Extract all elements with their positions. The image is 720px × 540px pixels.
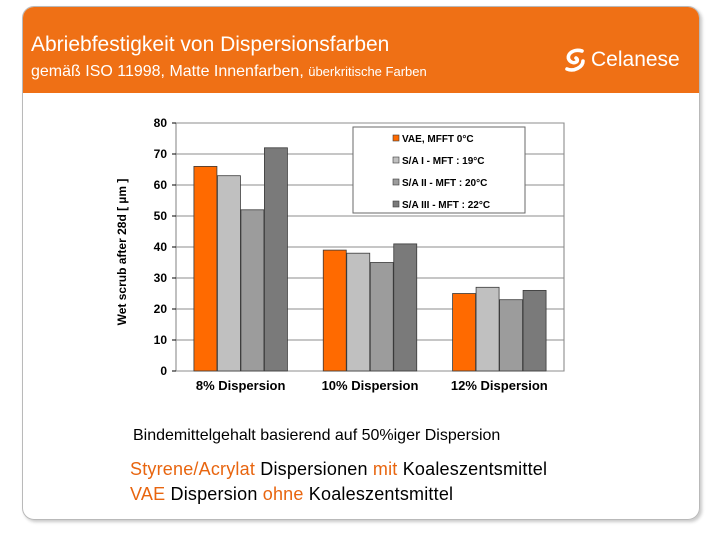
y-tick-label: 40 <box>154 240 168 254</box>
legend-swatch <box>392 156 400 164</box>
vae-label: VAE <box>130 484 166 504</box>
legend-text-line-2: VAE Dispersion ohne Koaleszentsmittel <box>130 484 453 505</box>
slide-subtitle: gemäß ISO 11998, Matte Innenfarben, über… <box>31 63 427 81</box>
bar <box>522 289 547 372</box>
bars <box>193 147 547 372</box>
ohne-label: ohne <box>262 484 304 504</box>
bar <box>369 262 394 372</box>
slide-frame: Abriebfestigkeit von Dispersionsfarben g… <box>22 6 700 520</box>
y-tick-label: 80 <box>154 116 168 130</box>
koaleszentsmittel-label-1: Koaleszentsmittel <box>397 459 548 479</box>
chart-caption: Bindemittelgehalt basierend auf 50%iger … <box>133 427 501 444</box>
header-bar: Abriebfestigkeit von Dispersionsfarben g… <box>23 7 699 93</box>
subtitle-main: gemäß ISO 11998, Matte Innenfarben, <box>31 63 304 80</box>
bar <box>346 252 371 372</box>
y-tick-label: 60 <box>154 178 168 192</box>
bar <box>475 286 500 372</box>
y-tick-label: 10 <box>154 333 168 347</box>
legend-swatch <box>392 178 400 186</box>
bar <box>240 209 265 372</box>
y-tick-label: 50 <box>154 209 168 223</box>
x-tick-label: 10% Dispersion <box>322 378 419 393</box>
bar <box>322 249 347 372</box>
x-tick-label: 12% Dispersion <box>451 378 548 393</box>
x-tick-label: 8% Dispersion <box>196 378 286 393</box>
koaleszentsmittel-label-2: Koaleszentsmittel <box>303 484 454 504</box>
legend-entry: S/A II - MFT : 20°C <box>402 178 487 189</box>
y-axis-label: Wet scrub after 28d [ µm ] <box>115 179 129 326</box>
slide-title: Abriebfestigkeit von Dispersionsfarben <box>31 33 390 56</box>
celanese-logo: Celanese <box>563 47 680 73</box>
mit-label: mit <box>372 459 398 479</box>
styrene-acrylat-label: Styrene/Acrylat <box>130 459 256 479</box>
y-tick-labels: 0 10 20 30 40 50 60 70 80 <box>154 116 176 378</box>
legend-swatch <box>392 134 400 142</box>
bar <box>217 175 241 372</box>
bar <box>264 147 288 372</box>
legend-entry: S/A III - MFT : 22°C <box>402 200 490 211</box>
bar <box>193 165 218 372</box>
legend-entry: S/A I - MFT : 19°C <box>402 156 485 167</box>
dispersionen-label: Dispersionen <box>255 459 373 479</box>
legend-box <box>352 126 526 214</box>
chart-legend: VAE, MFFT 0°C S/A I - MFT : 19°C S/A II - … <box>352 126 526 214</box>
legend-swatch <box>392 200 400 208</box>
dispersion-label: Dispersion <box>165 484 263 504</box>
y-tick-label: 0 <box>160 364 167 378</box>
celanese-swoosh-icon <box>565 48 585 72</box>
legend-text-line-1: Styrene/Acrylat Dispersionen mit Koalesz… <box>130 459 547 480</box>
bar <box>393 243 418 372</box>
logo-text: Celanese <box>591 48 680 71</box>
subtitle-small: überkritische Farben <box>308 64 427 79</box>
x-tick-labels: 8% Dispersion 10% Dispersion 12% Dispersio… <box>196 378 548 393</box>
legend-entry: VAE, MFFT 0°C <box>402 134 474 145</box>
y-tick-label: 30 <box>154 271 168 285</box>
bar <box>499 299 523 372</box>
bar <box>452 293 476 372</box>
y-tick-label: 20 <box>154 302 168 316</box>
y-tick-label: 70 <box>154 147 168 161</box>
